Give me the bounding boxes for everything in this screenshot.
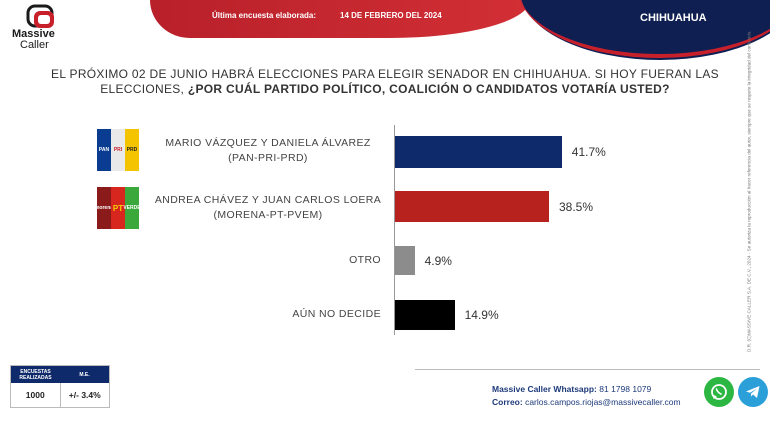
question-line1: EL PRÓXIMO 02 DE JUNIO HABRÁ ELECCIONES … — [51, 67, 719, 81]
whatsapp-label: Massive Caller Whatsapp: — [492, 384, 597, 394]
stats-value-margin: +/- 3.4% — [68, 390, 101, 400]
category-label-1-name: MARIO VÁZQUEZ Y DANIELA ÁLVAREZ — [165, 137, 371, 149]
question-line2: ELECCIONES, ¿POR CUÁL PARTIDO POLÍTICO, … — [40, 82, 730, 97]
whatsapp-number[interactable]: 81 1798 1079 — [599, 384, 652, 394]
header-accent-stripe — [518, 0, 770, 58]
email-label: Correo: — [492, 397, 523, 407]
category-label-2: ANDREA CHÁVEZ Y JUAN CARLOS LOERA (MOREN… — [133, 193, 403, 223]
bar-mario-vazquez — [395, 136, 562, 168]
massive-caller-logo: Massive Caller — [10, 2, 70, 54]
whatsapp-contact: Massive Caller Whatsapp: 81 1798 1079 — [492, 384, 651, 394]
stats-table: ENCUESTAS REALIZADAS M.E. 1000 +/- 3.4% — [10, 365, 110, 408]
stats-header-surveys: ENCUESTAS REALIZADAS — [19, 368, 52, 381]
stats-table-row: 1000 +/- 3.4% — [11, 383, 109, 407]
bar-aun-no-decide — [395, 300, 455, 330]
telegram-icon[interactable] — [738, 377, 768, 407]
logo-name-line1: Massive — [12, 28, 55, 40]
legal-text: D.R. (C)MASSIVE CALLER S.A. DE C.V., 202… — [746, 30, 752, 352]
category-label-1: MARIO VÁZQUEZ Y DANIELA ÁLVAREZ (PAN-PRI… — [143, 136, 393, 166]
header-banner: Última encuesta elaborada: 14 DE FEBRERO… — [150, 0, 530, 38]
footer-divider — [415, 369, 760, 370]
email-contact: Correo: carlos.campos.riojas@massivecall… — [492, 397, 681, 407]
whatsapp-icon[interactable] — [704, 377, 734, 407]
stats-table-header: ENCUESTAS REALIZADAS M.E. — [11, 366, 109, 383]
pt-logo-icon: PT — [111, 187, 125, 229]
category-label-2-name: ANDREA CHÁVEZ Y JUAN CARLOS LOERA — [154, 194, 382, 206]
value-label-2: 38.5% — [559, 199, 594, 214]
category-label-1-party: (PAN-PRI-PRD) — [228, 152, 308, 164]
morena-logo-icon: morena — [95, 187, 113, 229]
category-label-2-party: (MORENA-PT-PVEM) — [213, 209, 323, 221]
category-label-4: AÚN NO DECIDE — [292, 308, 381, 320]
stats-header-margin: M.E. — [79, 371, 90, 378]
pvem-logo-icon: VERDE — [123, 187, 141, 229]
state-label: CHIHUAHUA — [640, 12, 707, 24]
value-label-1: 41.7% — [571, 145, 606, 159]
question-line2-bold: ¿POR CUÁL PARTIDO POLÍTICO, COALICIÓN O … — [187, 82, 670, 96]
logo-mark-icon — [26, 4, 54, 28]
stats-value-surveys: 1000 — [11, 383, 61, 407]
email-address[interactable]: carlos.campos.riojas@massivecaller.com — [525, 397, 681, 407]
coalition-logos-2: morena PT VERDE — [95, 187, 141, 229]
survey-date: 14 DE FEBRERO DEL 2024 — [340, 11, 442, 20]
question-line2-plain: ELECCIONES, — [100, 82, 188, 96]
legal-notice: D.R. (C)MASSIVE CALLER S.A. DE C.V., 202… — [742, 30, 756, 352]
value-label-4: 14.9% — [464, 308, 499, 322]
logo-name-line2: Caller — [20, 39, 49, 51]
chart-axis-line — [394, 125, 395, 335]
value-label-3: 4.9% — [424, 253, 452, 268]
coalition-logos-1: PAN PRI PRD — [97, 129, 139, 171]
prd-logo-icon: PRD — [125, 129, 139, 171]
question-text: EL PRÓXIMO 02 DE JUNIO HABRÁ ELECCIONES … — [40, 67, 730, 97]
survey-label: Última encuesta elaborada: — [212, 11, 317, 20]
category-label-3: OTRO — [349, 254, 381, 266]
pri-logo-icon: PRI — [111, 129, 125, 171]
bar-otro — [395, 246, 415, 275]
bar-andrea-chavez — [395, 191, 549, 222]
pan-logo-icon: PAN — [97, 129, 111, 171]
